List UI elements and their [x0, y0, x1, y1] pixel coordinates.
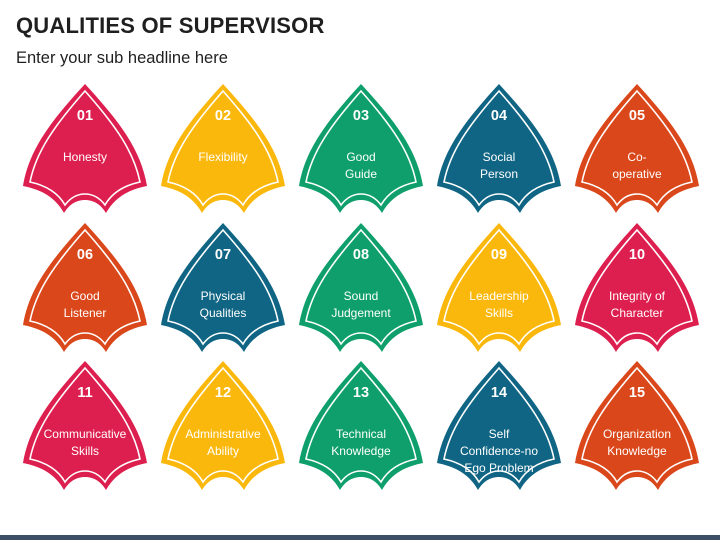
arch-inner-outline: [581, 366, 693, 484]
quality-card-13: 13 Technical Knowledge: [296, 359, 426, 492]
arch-shape: [299, 361, 423, 490]
arch-shape: [161, 84, 285, 213]
arch-inner-outline: [305, 89, 417, 207]
card-number: 14: [490, 385, 508, 401]
quality-card-01: 01 Honesty: [20, 82, 150, 215]
quality-card-09: 09 Leadership Skills: [434, 221, 564, 354]
arch-inner-outline: [443, 366, 555, 484]
arch-inner-outline: [581, 228, 693, 346]
arch-shape: [23, 223, 147, 352]
page-title: QUALITIES OF SUPERVISOR: [16, 13, 325, 38]
arch-outer: [161, 361, 285, 490]
footer-bar: [0, 535, 720, 540]
card-number: 01: [76, 108, 94, 124]
arch-shape: [299, 84, 423, 213]
arch-outer: [299, 361, 423, 490]
card-label: Good Guide: [344, 150, 378, 181]
card-label: Technical Knowledge: [331, 427, 391, 458]
arch-shape: [575, 223, 699, 352]
card-label: Organization Knowledge: [602, 427, 672, 458]
arch-shape: [23, 361, 147, 490]
quality-card-06: 06 Good Listener: [20, 221, 150, 354]
arch-inner-outline: [167, 228, 279, 346]
quality-card-15: 15 Organization Knowledge: [572, 359, 702, 492]
arch-inner-outline: [305, 366, 417, 484]
card-number: 02: [214, 108, 232, 124]
arch-outer: [299, 223, 423, 352]
arch-outer: [575, 223, 699, 352]
card-number: 05: [628, 108, 646, 124]
quality-card-14: 14 Self Confidence-no Ego Problem: [434, 359, 564, 492]
arch-inner-outline: [167, 89, 279, 207]
arch-outer: [23, 361, 147, 490]
arch-outer: [161, 223, 285, 352]
arch-inner-outline: [443, 228, 555, 346]
arch-outer: [161, 84, 285, 213]
arch-shape: [23, 84, 147, 213]
arch-shape: [575, 361, 699, 490]
quality-card-05: 05 Co- operative: [572, 82, 702, 215]
arch-shape: [299, 223, 423, 352]
quality-card-11: 11 Communicative Skills: [20, 359, 150, 492]
arch-inner-outline: [29, 89, 141, 207]
arch-outer: [23, 223, 147, 352]
arch-outer: [437, 223, 561, 352]
card-label: Good Listener: [63, 289, 107, 320]
card-number: 10: [628, 247, 646, 263]
card-number: 03: [352, 108, 370, 124]
card-label: Leadership Skills: [469, 289, 529, 320]
quality-card-07: 07 Physical Qualities: [158, 221, 288, 354]
card-label: Honesty: [62, 149, 108, 164]
arch-shape: [437, 223, 561, 352]
quality-card-02: 02 Flexibility: [158, 82, 288, 215]
arch-inner-outline: [29, 366, 141, 484]
arch-shape: [437, 361, 561, 490]
arch-shape: [161, 361, 285, 490]
card-label: Co- operative: [612, 150, 662, 181]
arch-inner-outline: [305, 228, 417, 346]
card-number: 11: [77, 385, 93, 401]
card-number: 07: [214, 247, 232, 263]
card-number: 08: [352, 247, 370, 263]
quality-card-08: 08 Sound Judgement: [296, 221, 426, 354]
page-subtitle: Enter your sub headline here: [16, 49, 228, 67]
card-number: 09: [490, 247, 508, 263]
card-number: 04: [490, 108, 508, 124]
quality-card-10: 10 Integrity of Character: [572, 221, 702, 354]
card-label: Social Person: [479, 150, 519, 181]
arch-outer: [575, 361, 699, 490]
arch-shape: [161, 223, 285, 352]
arch-inner-outline: [167, 366, 279, 484]
arch-outer: [299, 84, 423, 213]
arch-outer: [575, 84, 699, 213]
card-number: 06: [76, 247, 94, 263]
quality-card-03: 03 Good Guide: [296, 82, 426, 215]
card-number: 15: [628, 385, 646, 401]
card-number: 13: [352, 385, 370, 401]
quality-card-04: 04 Social Person: [434, 82, 564, 215]
card-label: Administrative Ability: [185, 427, 261, 458]
quality-card-12: 12 Administrative Ability: [158, 359, 288, 492]
card-label: Communicative Skills: [43, 427, 127, 458]
arch-outer: [23, 84, 147, 213]
card-number: 12: [214, 385, 232, 401]
arch-inner-outline: [581, 89, 693, 207]
card-label: Self Confidence-no Ego Problem: [459, 426, 539, 475]
arch-shape: [575, 84, 699, 213]
arch-inner-outline: [443, 89, 555, 207]
card-label: Sound Judgement: [331, 289, 391, 320]
card-label: Integrity of Character: [608, 289, 666, 320]
arch-outer: [437, 84, 561, 213]
arch-inner-outline: [29, 228, 141, 346]
card-label: Flexibility: [198, 149, 248, 164]
card-label: Physical Qualities: [199, 289, 247, 320]
arch-outer: [437, 361, 561, 490]
arch-shape: [437, 84, 561, 213]
